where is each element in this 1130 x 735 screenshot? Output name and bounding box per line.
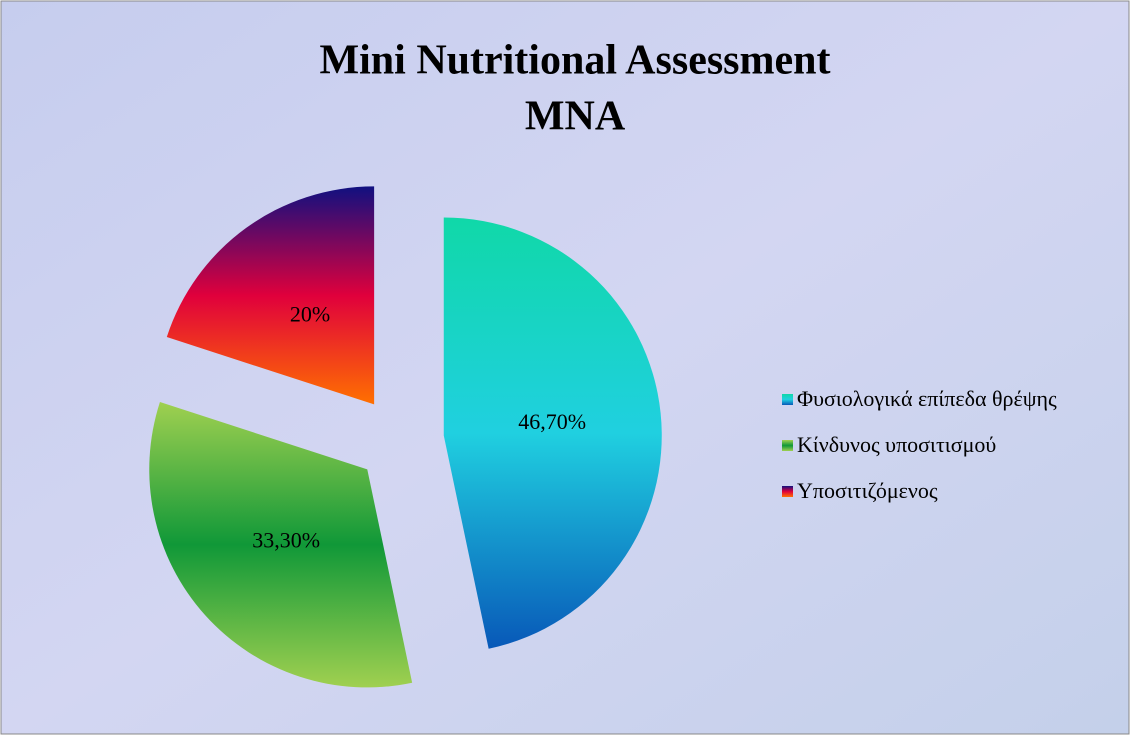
- legend-swatch: [782, 394, 793, 405]
- data-label: 20%: [290, 301, 330, 326]
- legend-label: Κίνδυνος υποσιτισμού: [797, 432, 996, 457]
- pie-slice: [149, 402, 413, 688]
- chart-title: Mini Nutritional Assessment: [319, 38, 830, 84]
- pie-slice: [166, 186, 375, 405]
- legend-swatch: [782, 486, 793, 497]
- data-label: 46,70%: [518, 409, 586, 434]
- chart-subtitle: MNA: [525, 94, 626, 140]
- legend-label: Υποσιτιζόμενος: [797, 478, 938, 503]
- data-label: 33,30%: [252, 527, 320, 552]
- legend-swatch: [782, 440, 793, 451]
- legend-label: Φυσιολογικά επίπεδα θρέψης: [797, 386, 1057, 411]
- pie-slice: [443, 217, 662, 649]
